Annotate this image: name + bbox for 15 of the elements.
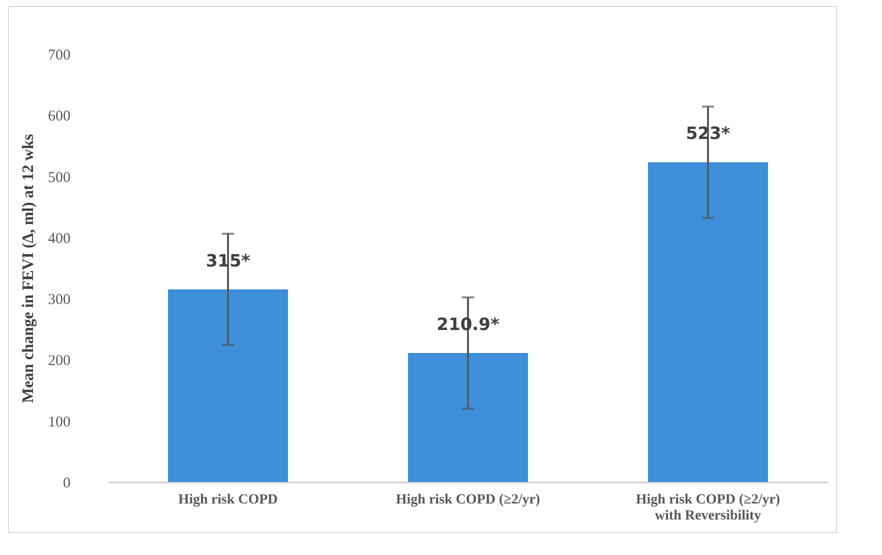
x-tick-label: High risk COPD (≥2/yr) [396,492,540,508]
y-tick-label: 400 [48,230,70,247]
y-tick-label: 700 [48,48,70,64]
y-tick-label: 300 [48,292,70,308]
bar [648,162,768,482]
y-tick-label: 500 [48,170,70,186]
y-tick-label: 600 [48,108,70,125]
x-tick-label: High risk COPD (≥2/yr) with Reversibility [636,492,780,524]
y-axis-title: Mean change in FEVI (∆, ml) at 12 wks [20,134,37,403]
y-tick-label: 100 [48,414,70,430]
x-tick-label: High risk COPD [178,492,278,508]
bar [168,289,288,482]
y-tick-label: 0 [63,476,70,492]
y-tick-label: 200 [48,353,70,370]
bar [408,353,528,482]
